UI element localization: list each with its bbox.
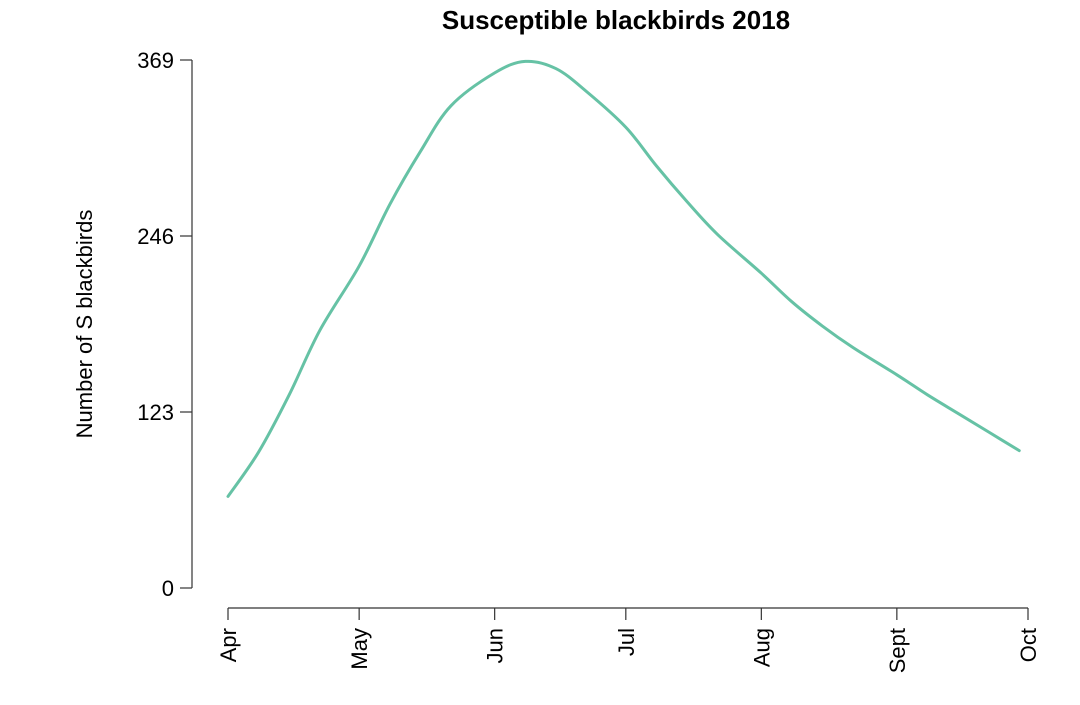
x-tick-label: Jun <box>483 628 508 663</box>
x-tick-label: May <box>347 628 372 670</box>
y-tick-label: 369 <box>137 48 174 73</box>
y-axis-title: Number of S blackbirds <box>72 210 97 439</box>
y-ticks: 0 123 246 369 <box>137 48 192 601</box>
x-tick-label: Apr <box>216 628 241 662</box>
x-ticks: Apr May Jun Jul Aug Sept Oct <box>216 608 1041 673</box>
y-tick-label: 0 <box>162 576 174 601</box>
x-tick-label: Oct <box>1016 628 1041 662</box>
y-tick-label: 246 <box>137 224 174 249</box>
x-tick-label: Aug <box>749 628 774 667</box>
series-line <box>226 59 1021 498</box>
chart-title: Susceptible blackbirds 2018 <box>442 5 790 35</box>
x-tick-label: Jul <box>614 628 639 656</box>
x-tick-label: Sept <box>885 628 910 673</box>
y-tick-label: 123 <box>137 400 174 425</box>
